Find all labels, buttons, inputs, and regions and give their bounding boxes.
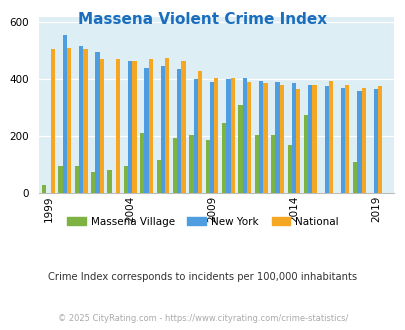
Bar bbox=[291, 83, 295, 193]
Bar bbox=[352, 162, 356, 193]
Bar bbox=[50, 49, 55, 193]
Bar bbox=[226, 79, 230, 193]
Bar bbox=[165, 58, 169, 193]
Bar bbox=[124, 166, 128, 193]
Bar bbox=[214, 78, 218, 193]
Bar bbox=[173, 138, 177, 193]
Bar bbox=[107, 170, 111, 193]
Bar bbox=[238, 105, 242, 193]
Bar bbox=[156, 160, 160, 193]
Bar bbox=[361, 88, 365, 193]
Bar bbox=[356, 90, 361, 193]
Bar bbox=[189, 135, 193, 193]
Bar bbox=[62, 35, 67, 193]
Bar bbox=[181, 61, 185, 193]
Bar bbox=[58, 166, 62, 193]
Bar bbox=[67, 48, 71, 193]
Text: © 2025 CityRating.com - https://www.cityrating.com/crime-statistics/: © 2025 CityRating.com - https://www.city… bbox=[58, 314, 347, 323]
Bar bbox=[205, 140, 209, 193]
Bar bbox=[303, 115, 307, 193]
Bar bbox=[197, 71, 202, 193]
Bar bbox=[148, 59, 153, 193]
Bar bbox=[116, 59, 120, 193]
Bar bbox=[254, 135, 258, 193]
Bar bbox=[307, 85, 312, 193]
Text: Massena Violent Crime Index: Massena Violent Crime Index bbox=[78, 12, 327, 26]
Bar bbox=[246, 82, 251, 193]
Bar bbox=[295, 89, 300, 193]
Bar bbox=[287, 145, 291, 193]
Bar bbox=[99, 59, 104, 193]
Bar bbox=[128, 61, 132, 193]
Bar bbox=[258, 81, 263, 193]
Bar bbox=[140, 133, 144, 193]
Bar bbox=[132, 61, 136, 193]
Bar bbox=[144, 68, 148, 193]
Legend: Massena Village, New York, National: Massena Village, New York, National bbox=[62, 213, 343, 231]
Bar bbox=[373, 89, 377, 193]
Bar bbox=[42, 184, 46, 193]
Bar bbox=[75, 166, 79, 193]
Bar bbox=[263, 83, 267, 193]
Bar bbox=[344, 85, 349, 193]
Bar bbox=[324, 86, 328, 193]
Bar bbox=[79, 47, 83, 193]
Bar bbox=[275, 82, 279, 193]
Bar bbox=[328, 81, 332, 193]
Bar bbox=[271, 135, 275, 193]
Bar bbox=[230, 78, 234, 193]
Bar bbox=[193, 79, 197, 193]
Text: Crime Index corresponds to incidents per 100,000 inhabitants: Crime Index corresponds to incidents per… bbox=[48, 272, 357, 282]
Bar bbox=[279, 85, 283, 193]
Bar bbox=[222, 123, 226, 193]
Bar bbox=[91, 172, 95, 193]
Bar bbox=[83, 49, 87, 193]
Bar bbox=[340, 88, 344, 193]
Bar bbox=[177, 69, 181, 193]
Bar bbox=[160, 66, 165, 193]
Bar bbox=[242, 78, 246, 193]
Bar bbox=[377, 86, 381, 193]
Bar bbox=[312, 85, 316, 193]
Bar bbox=[209, 82, 214, 193]
Bar bbox=[95, 52, 99, 193]
